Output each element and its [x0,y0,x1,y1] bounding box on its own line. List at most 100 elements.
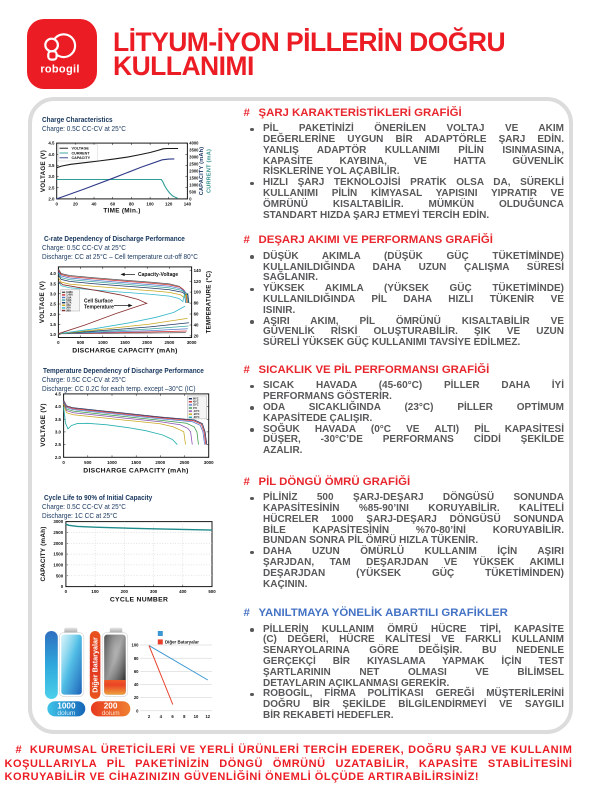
svg-text:5,8A: 5,8A [66,299,71,302]
svg-text:CAPACITY (mAh): CAPACITY (mAh) [199,147,205,196]
svg-text:3.0: 3.0 [50,291,57,296]
svg-text:60: 60 [134,669,139,674]
svg-text:Diğer Bataryalar: Diğer Bataryalar [90,637,99,693]
svg-text:-10°C: -10°C [193,410,200,413]
svg-text:0°C: 0°C [193,407,197,410]
svg-text:3.0: 3.0 [55,430,62,435]
svg-text:CYCLE NUMBER: CYCLE NUMBER [110,597,168,604]
svg-text:1000: 1000 [53,563,63,568]
svg-text:0: 0 [189,196,192,201]
svg-text:1500: 1500 [131,460,141,465]
svg-text:VOLTAGE: VOLTAGE [72,147,90,151]
svg-text:2.0: 2.0 [50,312,57,317]
svg-text:3000: 3000 [53,519,63,524]
svg-text:500: 500 [56,573,64,578]
svg-text:500: 500 [189,189,197,194]
svg-text:1500: 1500 [120,340,130,345]
svg-text:robogil: robogil [40,64,79,76]
svg-text:4.0: 4.0 [50,271,57,276]
svg-text:1500: 1500 [189,176,199,181]
svg-text:3000: 3000 [189,155,199,160]
svg-text:1000: 1000 [189,183,199,188]
svg-text:1000: 1000 [98,340,108,345]
svg-text:3.0: 3.0 [48,174,55,179]
svg-text:2000: 2000 [189,169,199,174]
svg-text:2.5: 2.5 [48,185,55,190]
svg-text:0,98A: 0,98A [66,291,73,294]
svg-text:20: 20 [194,334,199,339]
svg-text:2500: 2500 [189,162,199,167]
svg-text:CAPACITY (mAh): CAPACITY (mAh) [40,526,47,581]
svg-text:CAPACITY: CAPACITY [72,156,91,160]
svg-text:20: 20 [73,201,78,206]
svg-text:3.5: 3.5 [50,281,57,286]
svg-text:3000: 3000 [187,340,197,345]
svg-text:2,9A: 2,9A [66,296,71,299]
svg-text:2.0: 2.0 [48,197,55,202]
svg-text:6: 6 [171,714,174,719]
svg-text:CURRENT: CURRENT [72,151,91,155]
svg-text:4.0: 4.0 [48,152,55,157]
svg-text:40: 40 [194,323,199,328]
svg-text:100: 100 [132,643,140,648]
svg-text:3000: 3000 [204,460,214,465]
svg-text:8: 8 [183,714,186,719]
svg-text:2000: 2000 [155,460,165,465]
svg-text:DISCHARGE CAPACITY (mAh): DISCHARGE CAPACITY (mAh) [72,348,178,355]
svg-text:60°C: 60°C [193,398,199,401]
svg-text:0: 0 [57,340,60,345]
svg-text:100: 100 [194,290,202,295]
svg-text:500: 500 [208,589,216,594]
svg-text:2.0: 2.0 [55,455,62,460]
svg-text:4.5: 4.5 [55,392,62,397]
svg-text:20A: 20A [66,307,71,310]
svg-text:100: 100 [91,589,99,594]
svg-text:80: 80 [194,301,199,306]
svg-text:120: 120 [165,201,173,206]
svg-text:300: 300 [150,589,158,594]
svg-text:2500: 2500 [53,530,63,535]
svg-text:40: 40 [134,682,139,687]
svg-text:1000: 1000 [107,460,117,465]
svg-text:120: 120 [194,279,202,284]
svg-text:60: 60 [110,201,115,206]
svg-text:10: 10 [194,714,199,719]
svg-text:VOLTAGE (V): VOLTAGE (V) [39,281,46,323]
svg-text:4.5: 4.5 [48,141,55,146]
svg-text:dolum: dolum [102,710,120,717]
svg-text:2500: 2500 [165,340,175,345]
svg-text:26A: 26A [66,309,71,312]
svg-text:1500: 1500 [53,552,63,557]
svg-text:DISCHARGE CAPACITY (mAh): DISCHARGE CAPACITY (mAh) [83,468,189,475]
svg-text:1.5: 1.5 [50,322,57,327]
svg-text:2.5: 2.5 [50,302,57,307]
svg-text:140: 140 [184,201,192,206]
svg-text:0: 0 [62,460,65,465]
svg-text:400: 400 [179,589,187,594]
svg-text:2500: 2500 [180,460,190,465]
svg-text:0: 0 [55,201,58,206]
svg-text:140: 140 [194,268,202,273]
svg-text:80: 80 [129,201,134,206]
svg-text:2000: 2000 [142,340,152,345]
svg-text:dolum: dolum [57,710,75,717]
svg-text:4: 4 [160,714,163,719]
svg-text:1,45A: 1,45A [66,294,73,297]
svg-text:60: 60 [194,312,199,317]
svg-text:Cell Surface: Cell Surface [84,299,113,305]
svg-text:3.5: 3.5 [55,417,62,422]
svg-text:25°C: 25°C [193,404,199,407]
svg-text:500: 500 [84,460,92,465]
svg-text:2: 2 [148,714,151,719]
svg-text:0: 0 [65,589,68,594]
svg-text:45°C: 45°C [193,401,199,404]
svg-text:20: 20 [134,695,139,700]
svg-text:200: 200 [121,589,129,594]
svg-text:Temperature: Temperature [84,305,114,311]
svg-text:8,7A: 8,7A [66,302,71,305]
svg-text:0: 0 [136,708,139,713]
svg-text:VOLTAGE (V): VOLTAGE (V) [40,403,47,447]
svg-text:TIME (Min.): TIME (Min.) [103,208,140,215]
svg-text:100: 100 [146,201,154,206]
svg-text:15A: 15A [66,304,71,307]
